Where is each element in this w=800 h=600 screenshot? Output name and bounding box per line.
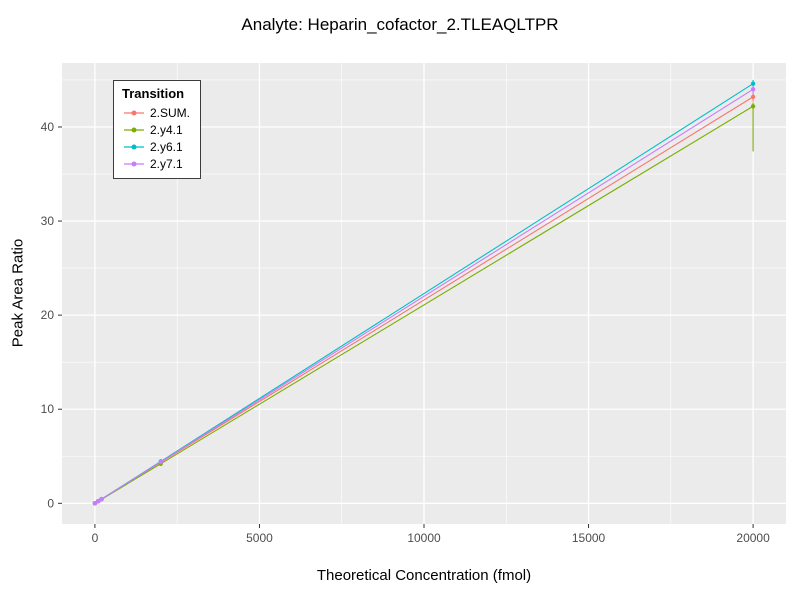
legend-key-icon [124, 110, 144, 115]
legend: Transition 2.SUM. 2.y4.1 2.y6.1 2.y7.1 [113, 80, 202, 179]
series-point [99, 496, 104, 502]
legend-entries: 2.SUM. 2.y4.1 2.y6.1 2.y7.1 [122, 104, 190, 172]
legend-item: 2.y7.1 [122, 155, 190, 172]
y-tick-label: 0 [47, 496, 54, 510]
x-tick-label: 10000 [407, 531, 441, 545]
chart-title: Analyte: Heparin_cofactor_2.TLEAQLTPR [241, 15, 559, 34]
legend-key-icon [124, 127, 144, 132]
series-point [750, 81, 756, 86]
series-point [158, 459, 163, 465]
series-point [750, 94, 756, 100]
series-point [750, 104, 756, 109]
x-tick-label: 0 [92, 531, 99, 545]
legend-item: 2.y6.1 [122, 138, 190, 155]
y-tick-label: 40 [41, 120, 55, 134]
y-tick-label: 20 [41, 308, 55, 322]
legend-key-icon [124, 144, 144, 149]
legend-item-label: 2.y4.1 [150, 122, 183, 137]
y-tick-label: 30 [41, 214, 55, 228]
legend-item: 2.y4.1 [122, 121, 190, 138]
y-tick-label: 10 [41, 402, 55, 416]
x-tick-label: 5000 [246, 531, 273, 545]
series-point [96, 499, 101, 504]
series-point [92, 501, 98, 506]
x-tick-label: 20000 [736, 531, 770, 545]
legend-item: 2.SUM. [122, 104, 190, 121]
x-tick-label: 15000 [572, 531, 606, 545]
x-axis-label: Theoretical Concentration (fmol) [316, 567, 532, 584]
legend-item-label: 2.SUM. [150, 105, 191, 120]
legend-item-label: 2.y7.1 [150, 156, 183, 171]
legend-item-label: 2.y6.1 [150, 139, 183, 154]
series-point [750, 87, 756, 92]
y-axis-label: Peak Area Ratio [9, 238, 27, 348]
legend-title: Transition [122, 86, 185, 101]
legend-key-icon [124, 161, 144, 166]
